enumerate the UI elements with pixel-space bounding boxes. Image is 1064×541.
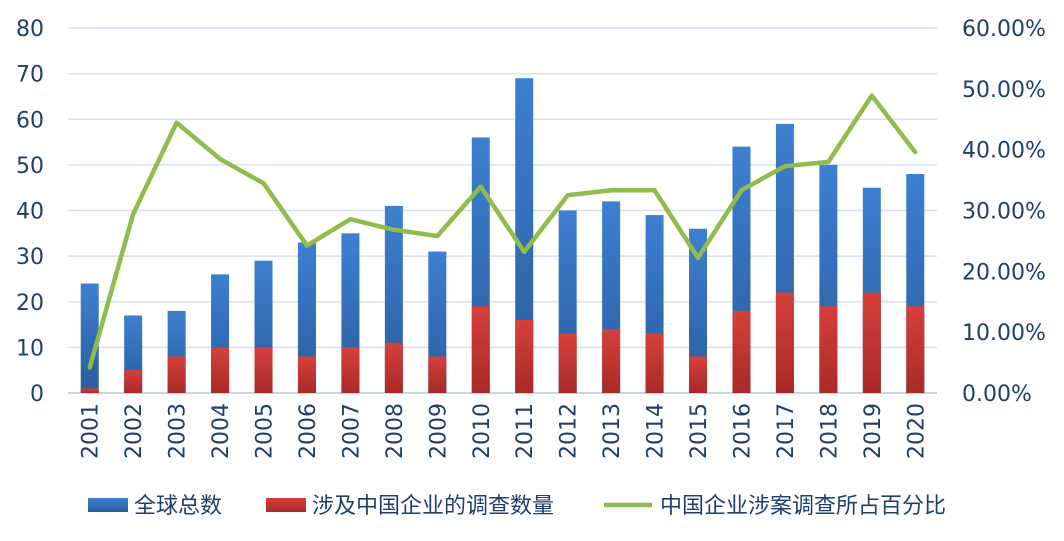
bar-china xyxy=(341,347,360,393)
x-tick-label: 2014 xyxy=(644,403,669,459)
bar-china xyxy=(558,333,577,393)
line-point xyxy=(348,217,353,222)
x-tick-label: 2001 xyxy=(79,403,104,459)
bar-china xyxy=(211,347,230,393)
bar-china xyxy=(862,292,881,393)
line-point xyxy=(739,188,744,193)
y-right-tick-label: 30.00% xyxy=(962,200,1046,225)
legend-label: 涉及中国企业的调查数量 xyxy=(312,494,554,519)
line-point xyxy=(174,120,179,125)
x-tick-label: 2003 xyxy=(166,403,191,459)
bar-china xyxy=(515,320,534,393)
x-tick-label: 2005 xyxy=(253,403,278,459)
bar-china xyxy=(167,356,186,393)
x-tick-label: 2017 xyxy=(774,403,799,459)
bar-china xyxy=(254,347,273,393)
line-point xyxy=(87,365,92,370)
bar-china xyxy=(689,356,708,393)
x-tick-label: 2010 xyxy=(470,403,495,459)
x-tick-label: 2018 xyxy=(817,403,842,459)
line-point xyxy=(522,249,527,254)
x-tick-label: 2009 xyxy=(426,403,451,459)
x-tick-label: 2008 xyxy=(383,403,408,459)
line-point xyxy=(782,164,787,169)
bar-total xyxy=(297,242,316,393)
legend-swatch xyxy=(266,498,306,512)
bar-total xyxy=(515,78,534,393)
bar-china xyxy=(80,388,99,393)
line-point xyxy=(261,181,266,186)
line-point xyxy=(869,93,874,98)
x-tick-label: 2011 xyxy=(513,403,538,459)
bar-china xyxy=(297,356,316,393)
line-point xyxy=(913,150,918,155)
y-left-tick-label: 60 xyxy=(16,108,44,133)
x-tick-label: 2020 xyxy=(904,403,929,459)
line-point xyxy=(696,255,701,260)
bar-china xyxy=(906,306,925,393)
line-point xyxy=(478,184,483,189)
bar-china xyxy=(732,310,751,393)
x-tick-label: 2012 xyxy=(557,403,582,459)
line-point xyxy=(826,159,831,164)
y-right-tick-label: 50.00% xyxy=(962,78,1046,103)
y-left-tick-label: 70 xyxy=(16,63,44,88)
x-tick-label: 2015 xyxy=(687,403,712,459)
bar-china xyxy=(819,306,838,393)
x-tick-label: 2006 xyxy=(296,403,321,459)
y-left-tick-label: 50 xyxy=(16,154,44,179)
line-point xyxy=(652,188,657,193)
x-tick-label: 2004 xyxy=(209,403,234,459)
x-tick-label: 2013 xyxy=(600,403,625,459)
legend-label: 全球总数 xyxy=(134,494,222,519)
x-tick-label: 2007 xyxy=(339,403,364,459)
bar-total xyxy=(80,283,99,393)
y-right-tick-label: 10.00% xyxy=(962,321,1046,346)
y-right-tick-label: 20.00% xyxy=(962,260,1046,285)
y-right-tick-label: 0.00% xyxy=(962,382,1032,407)
line-point xyxy=(609,188,614,193)
bar-china xyxy=(602,329,621,393)
line-point xyxy=(391,227,396,232)
bar-china xyxy=(428,356,447,393)
y-left-tick-label: 0 xyxy=(30,382,44,407)
legend-label: 中国企业涉案调查所占百分比 xyxy=(660,494,946,519)
y-left-tick-label: 30 xyxy=(16,245,44,270)
bar-china xyxy=(384,342,403,393)
bar-china xyxy=(124,370,143,393)
y-right-tick-label: 40.00% xyxy=(962,139,1046,164)
y-left-tick-label: 20 xyxy=(16,291,44,316)
x-tick-label: 2002 xyxy=(122,403,147,459)
line-point xyxy=(435,233,440,238)
line-point xyxy=(304,243,309,248)
bar-total xyxy=(689,228,708,393)
y-left-tick-label: 80 xyxy=(16,17,44,42)
bar-china xyxy=(775,292,794,393)
legend-swatch xyxy=(88,498,128,512)
x-tick-label: 2019 xyxy=(861,403,886,459)
line-percentage xyxy=(87,93,918,369)
line-point xyxy=(218,157,223,162)
y-left-tick-label: 40 xyxy=(16,200,44,225)
y-left-tick-label: 10 xyxy=(16,336,44,361)
line-point xyxy=(565,193,570,198)
bar-china xyxy=(471,306,490,393)
bar-china xyxy=(645,333,664,393)
line-point xyxy=(131,212,136,217)
y-right-tick-label: 60.00% xyxy=(962,17,1046,42)
x-tick-label: 2016 xyxy=(730,403,755,459)
